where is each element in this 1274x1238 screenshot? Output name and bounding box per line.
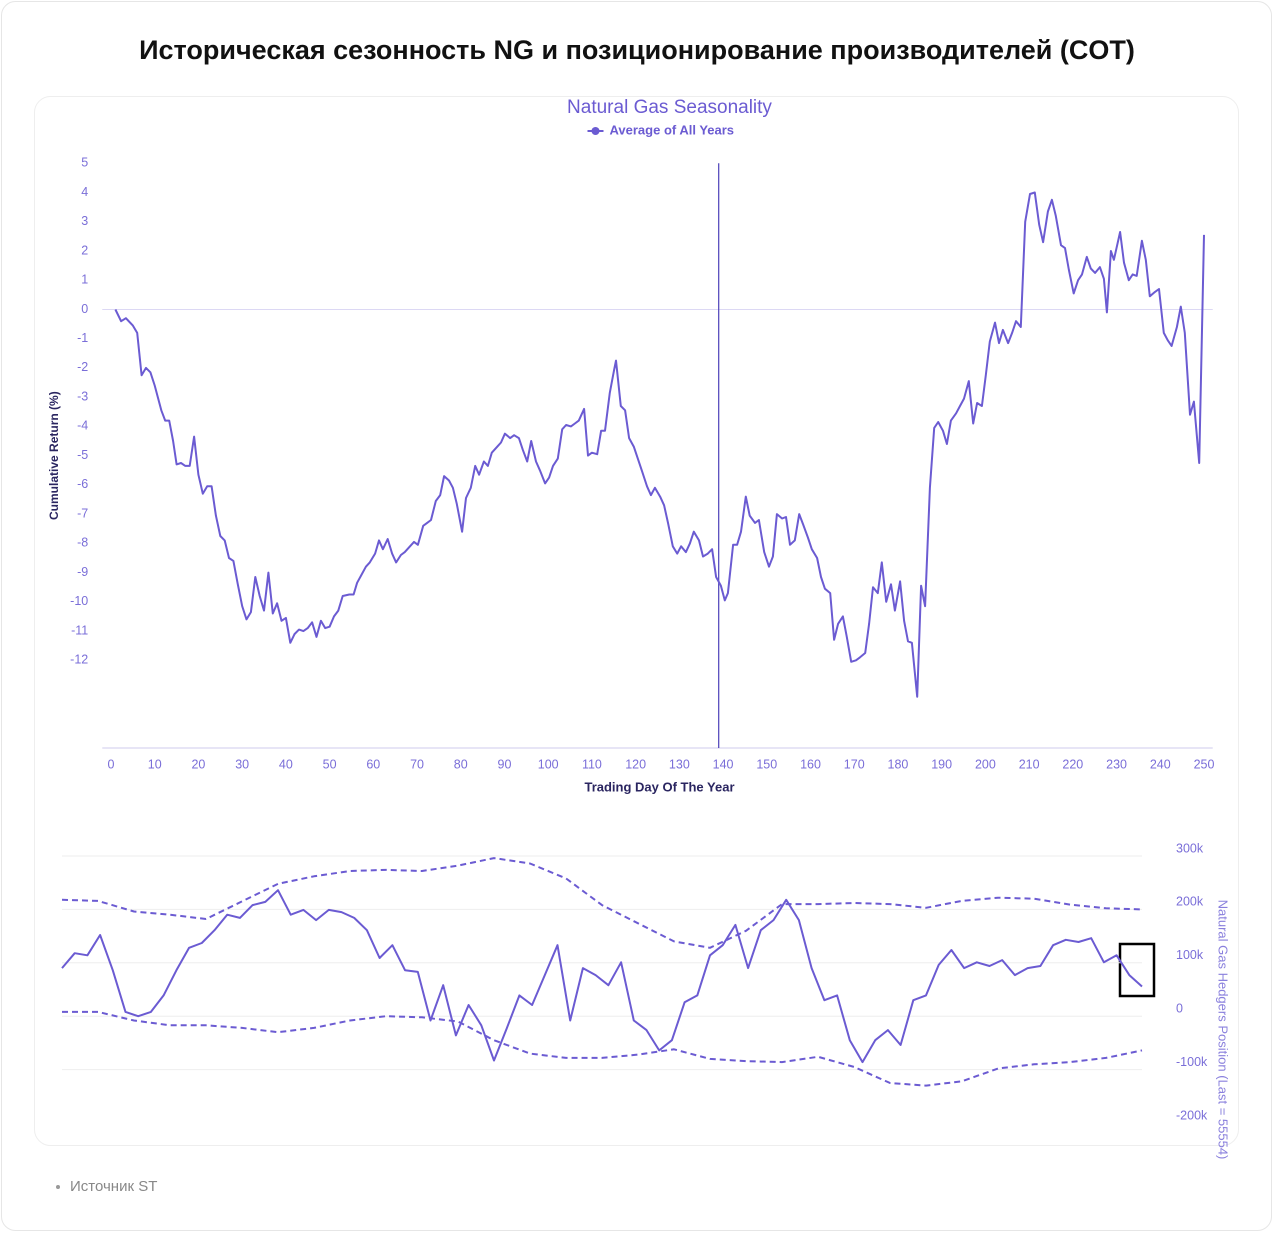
y-tick-label: 4 [81,185,88,199]
series-line [61,857,1143,949]
y-tick-label: 1 [81,273,88,287]
y-tick-label: -200k [1176,1108,1208,1122]
x-tick-label: 250 [1194,757,1215,771]
x-tick-label: 230 [1106,757,1127,771]
y-tick-label: -10 [70,594,88,608]
y-tick-label: 3 [81,214,88,228]
x-tick-label: 180 [888,757,909,771]
x-tick-label: 80 [454,757,468,771]
x-tick-label: 20 [191,757,205,771]
y-tick-label: 100k [1176,948,1204,962]
legend-label: Average of All Years [610,122,735,137]
x-tick-label: 100 [538,757,559,771]
x-tick-label: 200 [975,757,996,771]
y-axis-label: Natural Gas Hedgers Position (Last = 555… [1216,900,1231,1160]
y-tick-label: -6 [77,477,88,491]
highlight-box [1118,942,1156,998]
x-tick-label: 60 [366,757,380,771]
x-tick-label: 190 [931,757,952,771]
source: Источник ST [70,1178,157,1195]
x-tick-label: 70 [410,757,424,771]
y-axis-label: Cumulative Return (%) [47,391,61,520]
y-tick-label: -1 [77,331,88,345]
x-tick-label: 220 [1062,757,1083,771]
y-tick-label: -12 [70,653,88,667]
x-tick-label: 120 [625,757,646,771]
y-tick-label: 200k [1176,895,1204,909]
x-tick-label: 30 [235,757,249,771]
y-tick-label: 0 [81,302,88,316]
x-tick-label: 160 [800,757,821,771]
x-tick-label: 10 [148,757,162,771]
y-tick-label: -4 [77,419,88,433]
x-tick-label: 130 [669,757,690,771]
chart-title: Natural Gas Seasonality [567,97,772,118]
x-tick-label: 170 [844,757,865,771]
x-tick-label: 40 [279,757,293,771]
y-tick-label: -11 [71,623,88,637]
y-tick-label: -3 [77,389,88,403]
y-tick-label: -100k [1176,1055,1208,1069]
series-line [62,1010,1143,1087]
y-tick-label: -7 [77,506,88,520]
x-tick-label: 210 [1019,757,1040,771]
x-axis-label: Trading Day Of The Year [584,779,734,794]
series-line [114,191,1205,698]
y-tick-label: -8 [77,536,88,550]
y-tick-label: 300k [1176,841,1204,855]
x-tick-label: 90 [498,757,512,771]
series-line [61,889,1143,1064]
y-tick-label: -5 [77,448,88,462]
x-tick-label: 50 [323,757,337,771]
x-tick-label: 240 [1150,757,1171,771]
legend-marker [591,127,600,135]
x-tick-label: 140 [713,757,734,771]
chart-card [34,96,1239,1146]
y-tick-label: 0 [1176,1001,1183,1015]
bullet [56,1185,60,1189]
y-tick-label: -9 [77,565,88,579]
x-tick-label: 110 [582,757,602,771]
page-title: Историческая сезонность NG и позициониро… [139,35,1135,65]
y-tick-label: 5 [81,156,88,170]
y-tick-label: -2 [77,360,88,374]
y-tick-label: 2 [81,243,88,257]
x-tick-label: 150 [756,757,777,771]
x-tick-label: 0 [108,757,115,771]
